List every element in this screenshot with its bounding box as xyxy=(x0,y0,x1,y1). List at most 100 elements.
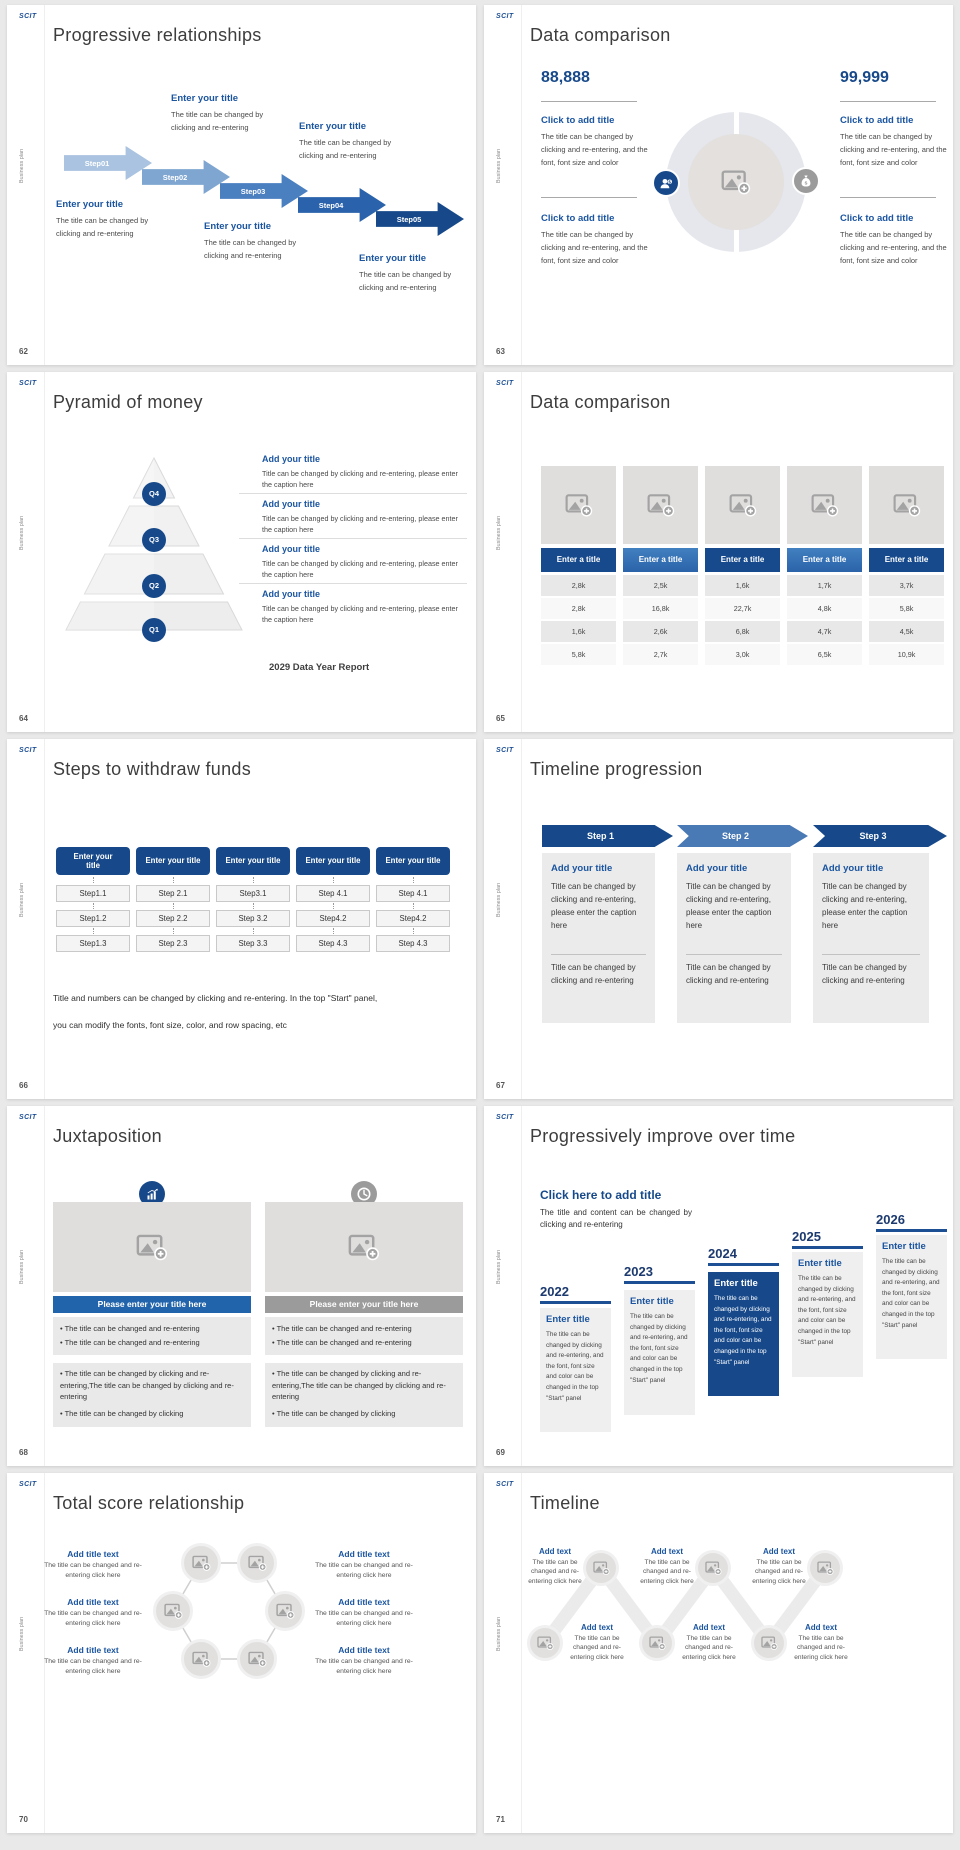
image-drop-zone[interactable] xyxy=(265,1591,305,1631)
pyramid-level-badge: Q2 xyxy=(142,574,166,598)
table-cell: 6,5k xyxy=(787,644,862,665)
step-card: Add your title Title can be changed by c… xyxy=(813,853,929,1023)
bullet-item: The title can be changed by clicking xyxy=(60,1408,244,1420)
block-title: Add your title xyxy=(262,589,320,599)
text-block: Click to add title The title can be chan… xyxy=(541,213,655,267)
image-drop-zone[interactable] xyxy=(787,466,862,544)
year-card-highlighted: Enter title The title can be changed by … xyxy=(708,1272,779,1396)
image-drop-zone[interactable] xyxy=(623,466,698,544)
bullet-item: The title can be changed and re-entering xyxy=(60,1322,244,1336)
text-block: Click to add title The title can be chan… xyxy=(541,115,655,169)
image-drop-zone[interactable] xyxy=(695,1550,731,1586)
card-title: Enter title xyxy=(882,1241,926,1252)
step-card: Add your title Title can be changed by c… xyxy=(677,853,791,1023)
divider xyxy=(44,1106,45,1466)
image-drop-zone[interactable] xyxy=(751,1625,787,1661)
image-drop-zone[interactable] xyxy=(807,1550,843,1586)
image-placeholder-icon xyxy=(248,1554,267,1572)
bullet-item: The title can be changed by clicking xyxy=(272,1408,456,1420)
brand-logo: SCIT xyxy=(496,380,514,387)
year-text: 2024 xyxy=(708,1246,737,1261)
step-cell: Step 4.1 xyxy=(296,885,370,902)
step-cell: Step1.2 xyxy=(56,910,130,927)
slide-62[interactable]: SCIT Business plan 62 Progressive relati… xyxy=(7,5,476,365)
text-block: Add text The title can be changed and re… xyxy=(566,1623,628,1662)
image-drop-zone[interactable] xyxy=(181,1543,221,1583)
block-body: The title can be changed and re-entering… xyxy=(315,1562,413,1579)
sidebar-vertical-text: Business plan xyxy=(19,882,25,918)
connector xyxy=(333,877,334,883)
image-placeholder-icon xyxy=(705,1560,722,1576)
block-body: The title can be changed and re-entering… xyxy=(44,1610,142,1627)
step-cell: Step 3.2 xyxy=(216,910,290,927)
slide-71[interactable]: SCIT Business plan 71 Timeline Add text … xyxy=(484,1473,953,1833)
step-cell: Step 4.1 xyxy=(376,885,450,902)
slide-title: Steps to withdraw funds xyxy=(53,759,252,779)
divider xyxy=(840,101,936,102)
image-drop-zone[interactable] xyxy=(705,466,780,544)
slide-70[interactable]: SCIT Business plan 70 Total score relati… xyxy=(7,1473,476,1833)
divider xyxy=(521,1473,522,1833)
table-cell: 3,0k xyxy=(705,644,780,665)
table-cell: 1,7k xyxy=(787,575,862,596)
sidebar-vertical-text: Business plan xyxy=(496,148,502,184)
bullet-item: The title can be changed and re-entering xyxy=(272,1322,456,1336)
year-label: 2024 xyxy=(708,1246,779,1266)
text-block: Add text The title can be changed and re… xyxy=(790,1623,852,1662)
image-drop-zone[interactable] xyxy=(237,1639,277,1679)
image-drop-zone[interactable] xyxy=(153,1591,193,1631)
image-drop-zone[interactable] xyxy=(181,1639,221,1679)
block-body: The title can be changed by clicking and… xyxy=(840,230,947,265)
image-drop-zone[interactable] xyxy=(53,1202,251,1292)
table-header-cell: Enter a title xyxy=(623,548,698,572)
slide-66[interactable]: SCIT Business plan 66 Steps to withdraw … xyxy=(7,739,476,1099)
divider xyxy=(239,538,467,539)
bullet-block: The title can be changed and re-entering… xyxy=(265,1317,463,1355)
slide-63[interactable]: SCIT Business plan 63 Data comparison 88… xyxy=(484,5,953,365)
image-placeholder-icon xyxy=(761,1635,778,1651)
pyramid-level-badge: Q3 xyxy=(142,528,166,552)
table-cell: 1,6k xyxy=(705,575,780,596)
image-drop-zone[interactable] xyxy=(869,466,944,544)
year-card: Enter title The title can be changed by … xyxy=(624,1290,695,1415)
step-card: Add your title Title can be changed by c… xyxy=(542,853,655,1023)
block-title: Add title text xyxy=(67,1549,119,1559)
sidebar-vertical-text: Business plan xyxy=(496,1616,502,1652)
image-drop-zone[interactable] xyxy=(639,1625,675,1661)
image-drop-zone[interactable] xyxy=(237,1543,277,1583)
block-body: The title can be changed and re-entering… xyxy=(682,1635,736,1661)
block-title: Add text xyxy=(763,1547,795,1556)
bullet-block: The title can be changed and re-entering… xyxy=(53,1317,251,1355)
bar-chart-icon xyxy=(145,1187,160,1202)
image-drop-zone[interactable] xyxy=(527,1625,563,1661)
slide-68[interactable]: SCIT Business plan 68 Juxtaposition Plea… xyxy=(7,1106,476,1466)
slide-64[interactable]: SCIT Business plan 64 Pyramid of money Q… xyxy=(7,372,476,732)
text-block: Add your title Title can be changed by c… xyxy=(262,454,467,490)
image-placeholder-icon xyxy=(136,1232,168,1262)
person-money-icon xyxy=(659,176,674,191)
brand-logo: SCIT xyxy=(19,1114,37,1121)
year-label: 2026 xyxy=(876,1212,947,1232)
pyramid-graphic xyxy=(65,456,243,631)
slide-65[interactable]: SCIT Business plan 65 Data comparison En… xyxy=(484,372,953,732)
image-drop-zone[interactable] xyxy=(583,1550,619,1586)
step-cell: Step 2.1 xyxy=(136,885,210,902)
brand-logo: SCIT xyxy=(19,380,37,387)
bullet-item: The title can be changed and re-entering xyxy=(272,1336,456,1350)
slide-69[interactable]: SCIT Business plan 69 Progressively impr… xyxy=(484,1106,953,1466)
slide-title: Timeline progression xyxy=(530,759,703,779)
slide-67[interactable]: SCIT Business plan 67 Timeline progressi… xyxy=(484,739,953,1099)
divider xyxy=(840,197,936,198)
block-title: Add text xyxy=(693,1623,725,1632)
sidebar-vertical-text: Business plan xyxy=(496,515,502,551)
table-cell: 2,6k xyxy=(623,621,698,642)
sidebar-vertical-text: Business plan xyxy=(19,1616,25,1652)
image-drop-zone[interactable] xyxy=(541,466,616,544)
year-underline xyxy=(708,1263,779,1266)
text-block: Add text The title can be changed and re… xyxy=(678,1623,740,1662)
page-number: 68 xyxy=(19,1448,28,1457)
image-drop-zone[interactable] xyxy=(688,134,784,230)
year-text: 2025 xyxy=(792,1229,821,1244)
year-label: 2025 xyxy=(792,1229,863,1249)
image-drop-zone[interactable] xyxy=(265,1202,463,1292)
